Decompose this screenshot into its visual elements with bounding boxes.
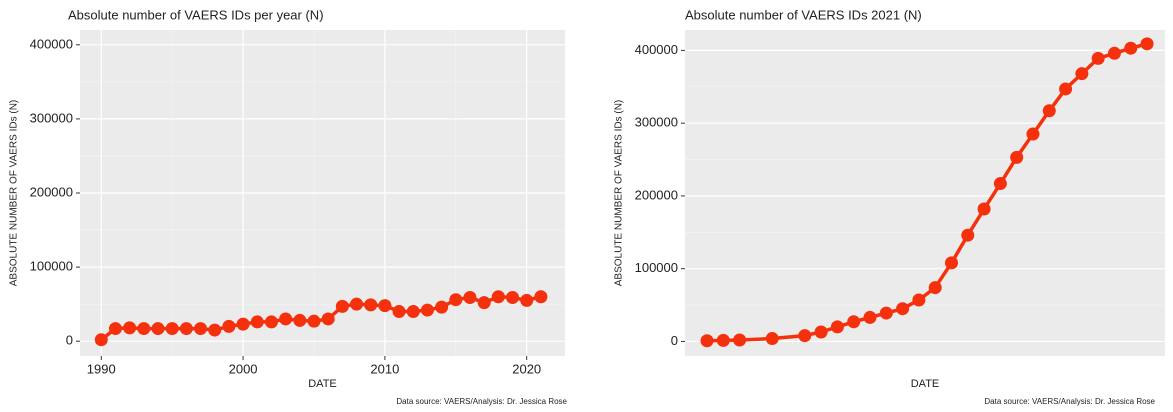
point xyxy=(961,228,975,242)
point xyxy=(420,303,434,317)
point xyxy=(814,325,828,339)
y-axis-label: ABSOLUTE NUMBER OF VAERS IDs (N) xyxy=(9,100,20,287)
point xyxy=(520,293,534,307)
point xyxy=(993,177,1007,191)
y-tick-label: 100000 xyxy=(30,259,73,274)
chart-title: Absolute number of VAERS IDs per year (N… xyxy=(68,7,324,22)
x-tick-label: 2010 xyxy=(370,361,399,376)
y-tick-label: 200000 xyxy=(635,187,678,202)
point xyxy=(863,310,877,324)
point xyxy=(847,315,861,329)
point xyxy=(928,281,942,295)
point xyxy=(392,305,406,319)
point xyxy=(194,322,208,336)
point xyxy=(279,312,293,326)
y-tick-label: 0 xyxy=(671,333,678,348)
point xyxy=(1091,51,1105,65)
point xyxy=(435,300,449,314)
source-note: Data source: VAERS/Analysis: Dr. Jessica… xyxy=(396,397,567,406)
x-tick-label: 2020 xyxy=(512,361,541,376)
point xyxy=(1026,127,1040,141)
point xyxy=(222,319,236,333)
point xyxy=(123,321,137,335)
point xyxy=(250,315,264,329)
point xyxy=(912,293,926,307)
point xyxy=(534,290,548,304)
point xyxy=(208,323,222,337)
point xyxy=(1042,104,1056,118)
point xyxy=(1107,46,1121,60)
point xyxy=(1059,82,1073,96)
plot-panel xyxy=(685,30,1165,356)
point xyxy=(293,313,307,327)
point xyxy=(165,322,179,336)
x-tick-label: 2000 xyxy=(229,361,258,376)
point xyxy=(477,296,491,310)
point xyxy=(765,332,779,346)
point xyxy=(307,314,321,328)
point xyxy=(350,297,364,311)
point xyxy=(977,202,991,216)
point xyxy=(733,333,747,347)
point xyxy=(944,256,958,270)
y-tick-label: 400000 xyxy=(635,42,678,57)
point xyxy=(506,290,520,304)
y-tick-label: 100000 xyxy=(635,260,678,275)
point xyxy=(236,317,250,331)
point xyxy=(151,322,165,336)
point xyxy=(137,322,151,336)
source-note: Data source: VAERS/Analysis: Dr. Jessica… xyxy=(984,397,1155,406)
point xyxy=(94,333,108,347)
point xyxy=(1124,41,1138,55)
x-axis-label: DATE xyxy=(308,378,337,390)
y-axis-label: ABSOLUTE NUMBER OF VAERS IDs (N) xyxy=(614,100,625,287)
point xyxy=(335,299,349,313)
point xyxy=(1140,37,1154,51)
point xyxy=(108,322,122,336)
y-tick-label: 400000 xyxy=(30,36,73,51)
point xyxy=(406,305,420,319)
point xyxy=(264,315,278,329)
point xyxy=(896,302,910,316)
point xyxy=(491,290,505,304)
point xyxy=(700,334,714,348)
point xyxy=(321,312,335,326)
point xyxy=(716,333,730,347)
point xyxy=(364,298,378,312)
point xyxy=(830,320,844,334)
point xyxy=(179,322,193,336)
point xyxy=(798,329,812,343)
y-tick-label: 300000 xyxy=(30,110,73,125)
x-tick-label: 1990 xyxy=(87,361,116,376)
point xyxy=(463,290,477,304)
x-axis-label: DATE xyxy=(911,378,940,390)
y-tick-label: 0 xyxy=(66,333,73,348)
y-tick-label: 300000 xyxy=(635,115,678,130)
y-tick-label: 200000 xyxy=(30,184,73,199)
point xyxy=(1010,150,1024,164)
point xyxy=(449,293,463,307)
point xyxy=(879,306,893,320)
point xyxy=(1075,67,1089,81)
point xyxy=(378,299,392,313)
chart-title: Absolute number of VAERS IDs 2021 (N) xyxy=(685,7,922,22)
